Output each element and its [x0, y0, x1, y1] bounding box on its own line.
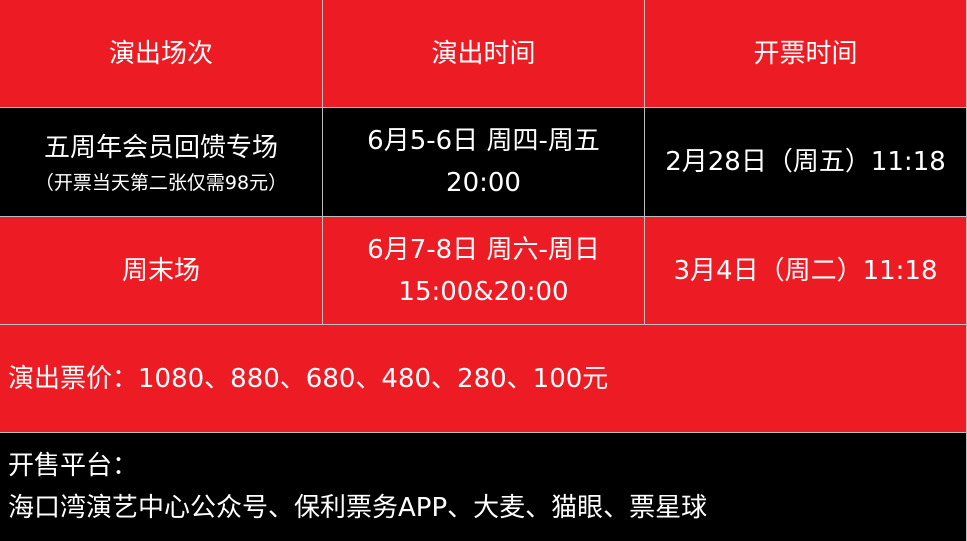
- platform-label: 开售平台：: [8, 451, 139, 481]
- prices-text: 演出票价：1080、880、680、480、280、100元: [8, 363, 609, 394]
- time-dates: 6月7-8日 周六-周日: [367, 234, 600, 265]
- prices-row: 演出票价：1080、880、680、480、280、100元: [0, 325, 967, 433]
- header-sale-time: 开票时间: [645, 0, 967, 108]
- row1-sale: 2月28日（周五）11:18: [645, 108, 967, 217]
- row1-time: 6月5-6日 周四-周五 20:00: [323, 108, 645, 217]
- platforms-row: 开售平台： 海口湾演艺中心公众号、保利票务APP、大麦、猫眼、票星球: [0, 433, 967, 541]
- header-time: 演出时间: [323, 0, 645, 108]
- row2-sale: 3月4日（周二）11:18: [645, 217, 967, 325]
- session-note: （开票当天第二张仅需98元）: [34, 172, 288, 194]
- header-session: 演出场次: [0, 0, 323, 108]
- session-name: 五周年会员回馈专场: [43, 133, 278, 163]
- time-hours: 20:00: [446, 168, 521, 198]
- platforms-text: 海口湾演艺中心公众号、保利票务APP、大麦、猫眼、票星球: [8, 493, 708, 523]
- row2-session: 周末场: [0, 217, 323, 325]
- row1-session: 五周年会员回馈专场 （开票当天第二张仅需98元）: [0, 108, 323, 217]
- row2-time: 6月7-8日 周六-周日 15:00&20:00: [323, 217, 645, 325]
- time-hours: 15:00&20:00: [398, 276, 569, 307]
- time-dates: 6月5-6日 周四-周五: [367, 126, 600, 156]
